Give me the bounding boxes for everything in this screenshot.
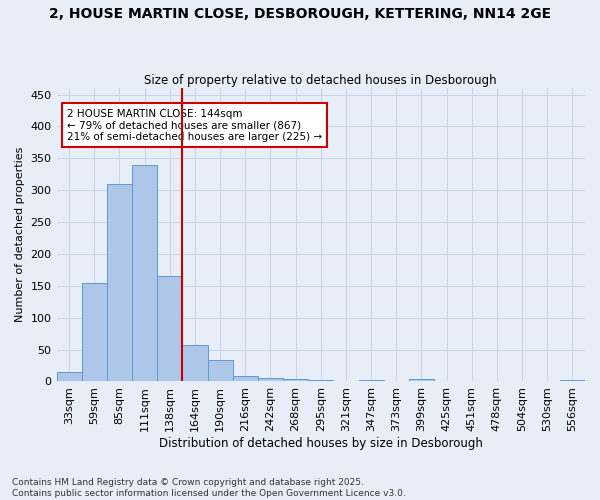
- Bar: [107, 184, 132, 382]
- Bar: [182, 345, 208, 382]
- X-axis label: Distribution of detached houses by size in Desborough: Distribution of detached houses by size …: [159, 437, 483, 450]
- Bar: [157, 276, 182, 382]
- Text: 2 HOUSE MARTIN CLOSE: 144sqm
← 79% of detached houses are smaller (867)
21% of s: 2 HOUSE MARTIN CLOSE: 144sqm ← 79% of de…: [67, 108, 322, 142]
- Y-axis label: Number of detached properties: Number of detached properties: [15, 147, 25, 322]
- Text: 2, HOUSE MARTIN CLOSE, DESBOROUGH, KETTERING, NN14 2GE: 2, HOUSE MARTIN CLOSE, DESBOROUGH, KETTE…: [49, 8, 551, 22]
- Bar: [560, 380, 585, 382]
- Title: Size of property relative to detached houses in Desborough: Size of property relative to detached ho…: [145, 74, 497, 87]
- Bar: [409, 379, 434, 382]
- Bar: [308, 380, 334, 382]
- Text: Contains HM Land Registry data © Crown copyright and database right 2025.
Contai: Contains HM Land Registry data © Crown c…: [12, 478, 406, 498]
- Bar: [233, 376, 258, 382]
- Bar: [359, 380, 383, 382]
- Bar: [283, 379, 308, 382]
- Bar: [208, 360, 233, 382]
- Bar: [56, 372, 82, 382]
- Bar: [258, 378, 283, 382]
- Bar: [82, 282, 107, 382]
- Bar: [132, 164, 157, 382]
